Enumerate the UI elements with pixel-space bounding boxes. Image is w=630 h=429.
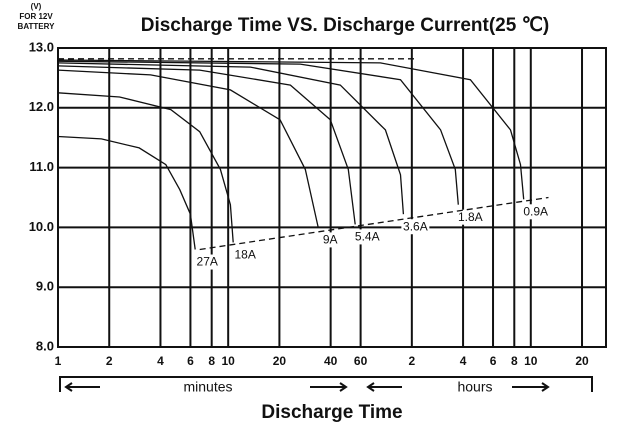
curve-label: 27A — [197, 255, 218, 269]
curve-label-bg — [316, 232, 345, 248]
x-group-label: hours — [457, 379, 492, 395]
curve-label-bg — [401, 219, 430, 235]
curve-label: 18A — [235, 248, 256, 262]
y-tick-label: 9.0 — [36, 279, 54, 294]
discharge-curve — [57, 69, 319, 228]
discharge-curve — [57, 92, 234, 243]
x-tick-label: 10 — [524, 354, 538, 368]
y-axis-label: BATTERY — [18, 22, 56, 31]
x-tick-label: 6 — [490, 354, 497, 368]
x-tick-label: 2 — [408, 354, 415, 368]
curve-label-bg — [456, 209, 485, 225]
discharge-curve — [57, 59, 525, 200]
x-axis-label: Discharge Time — [261, 402, 402, 423]
x-tick-label: 8 — [511, 354, 518, 368]
range-bracket — [59, 376, 593, 392]
curve-label-bg — [193, 254, 222, 270]
x-tick-label: 4 — [460, 354, 467, 368]
curve-label-bg — [521, 204, 550, 220]
curve-label-bg — [231, 247, 260, 263]
y-tick-label: 8.0 — [36, 338, 54, 353]
y-tick-label: 13.0 — [29, 39, 54, 54]
x-tick-label: 1 — [55, 354, 62, 368]
curve-label-bg — [353, 229, 382, 245]
discharge-curve — [57, 135, 196, 250]
discharge-curve — [57, 62, 405, 215]
discharge-curve — [57, 60, 459, 205]
curve-label: 5.4A — [355, 230, 380, 244]
x-tick-label: 40 — [324, 354, 338, 368]
y-tick-label: 10.0 — [29, 219, 54, 234]
x-tick-label: 20 — [575, 354, 589, 368]
y-tick-label: 11.0 — [29, 159, 54, 174]
reference-line — [199, 196, 549, 251]
chart-title: Discharge Time VS. Discharge Current(25 … — [141, 15, 550, 36]
x-tick-label: 20 — [273, 354, 287, 368]
y-tick-label: 12.0 — [29, 99, 54, 114]
x-tick-label: 2 — [106, 354, 113, 368]
x-group-label: minutes — [183, 379, 232, 395]
curve-label: 0.9A — [523, 204, 548, 218]
curve-label: 9A — [323, 233, 338, 247]
x-tick-label: 10 — [222, 354, 236, 368]
curve-label: 3.6A — [403, 219, 428, 233]
y-axis-label: FOR 12V — [19, 12, 53, 21]
discharge-curve — [57, 65, 356, 225]
x-tick-label: 8 — [208, 354, 215, 368]
x-tick-label: 6 — [187, 354, 194, 368]
x-tick-label: 4 — [157, 354, 164, 368]
y-axis-label: (V) — [31, 2, 42, 11]
x-tick-label: 60 — [354, 354, 368, 368]
curve-label: 1.8A — [458, 210, 483, 224]
